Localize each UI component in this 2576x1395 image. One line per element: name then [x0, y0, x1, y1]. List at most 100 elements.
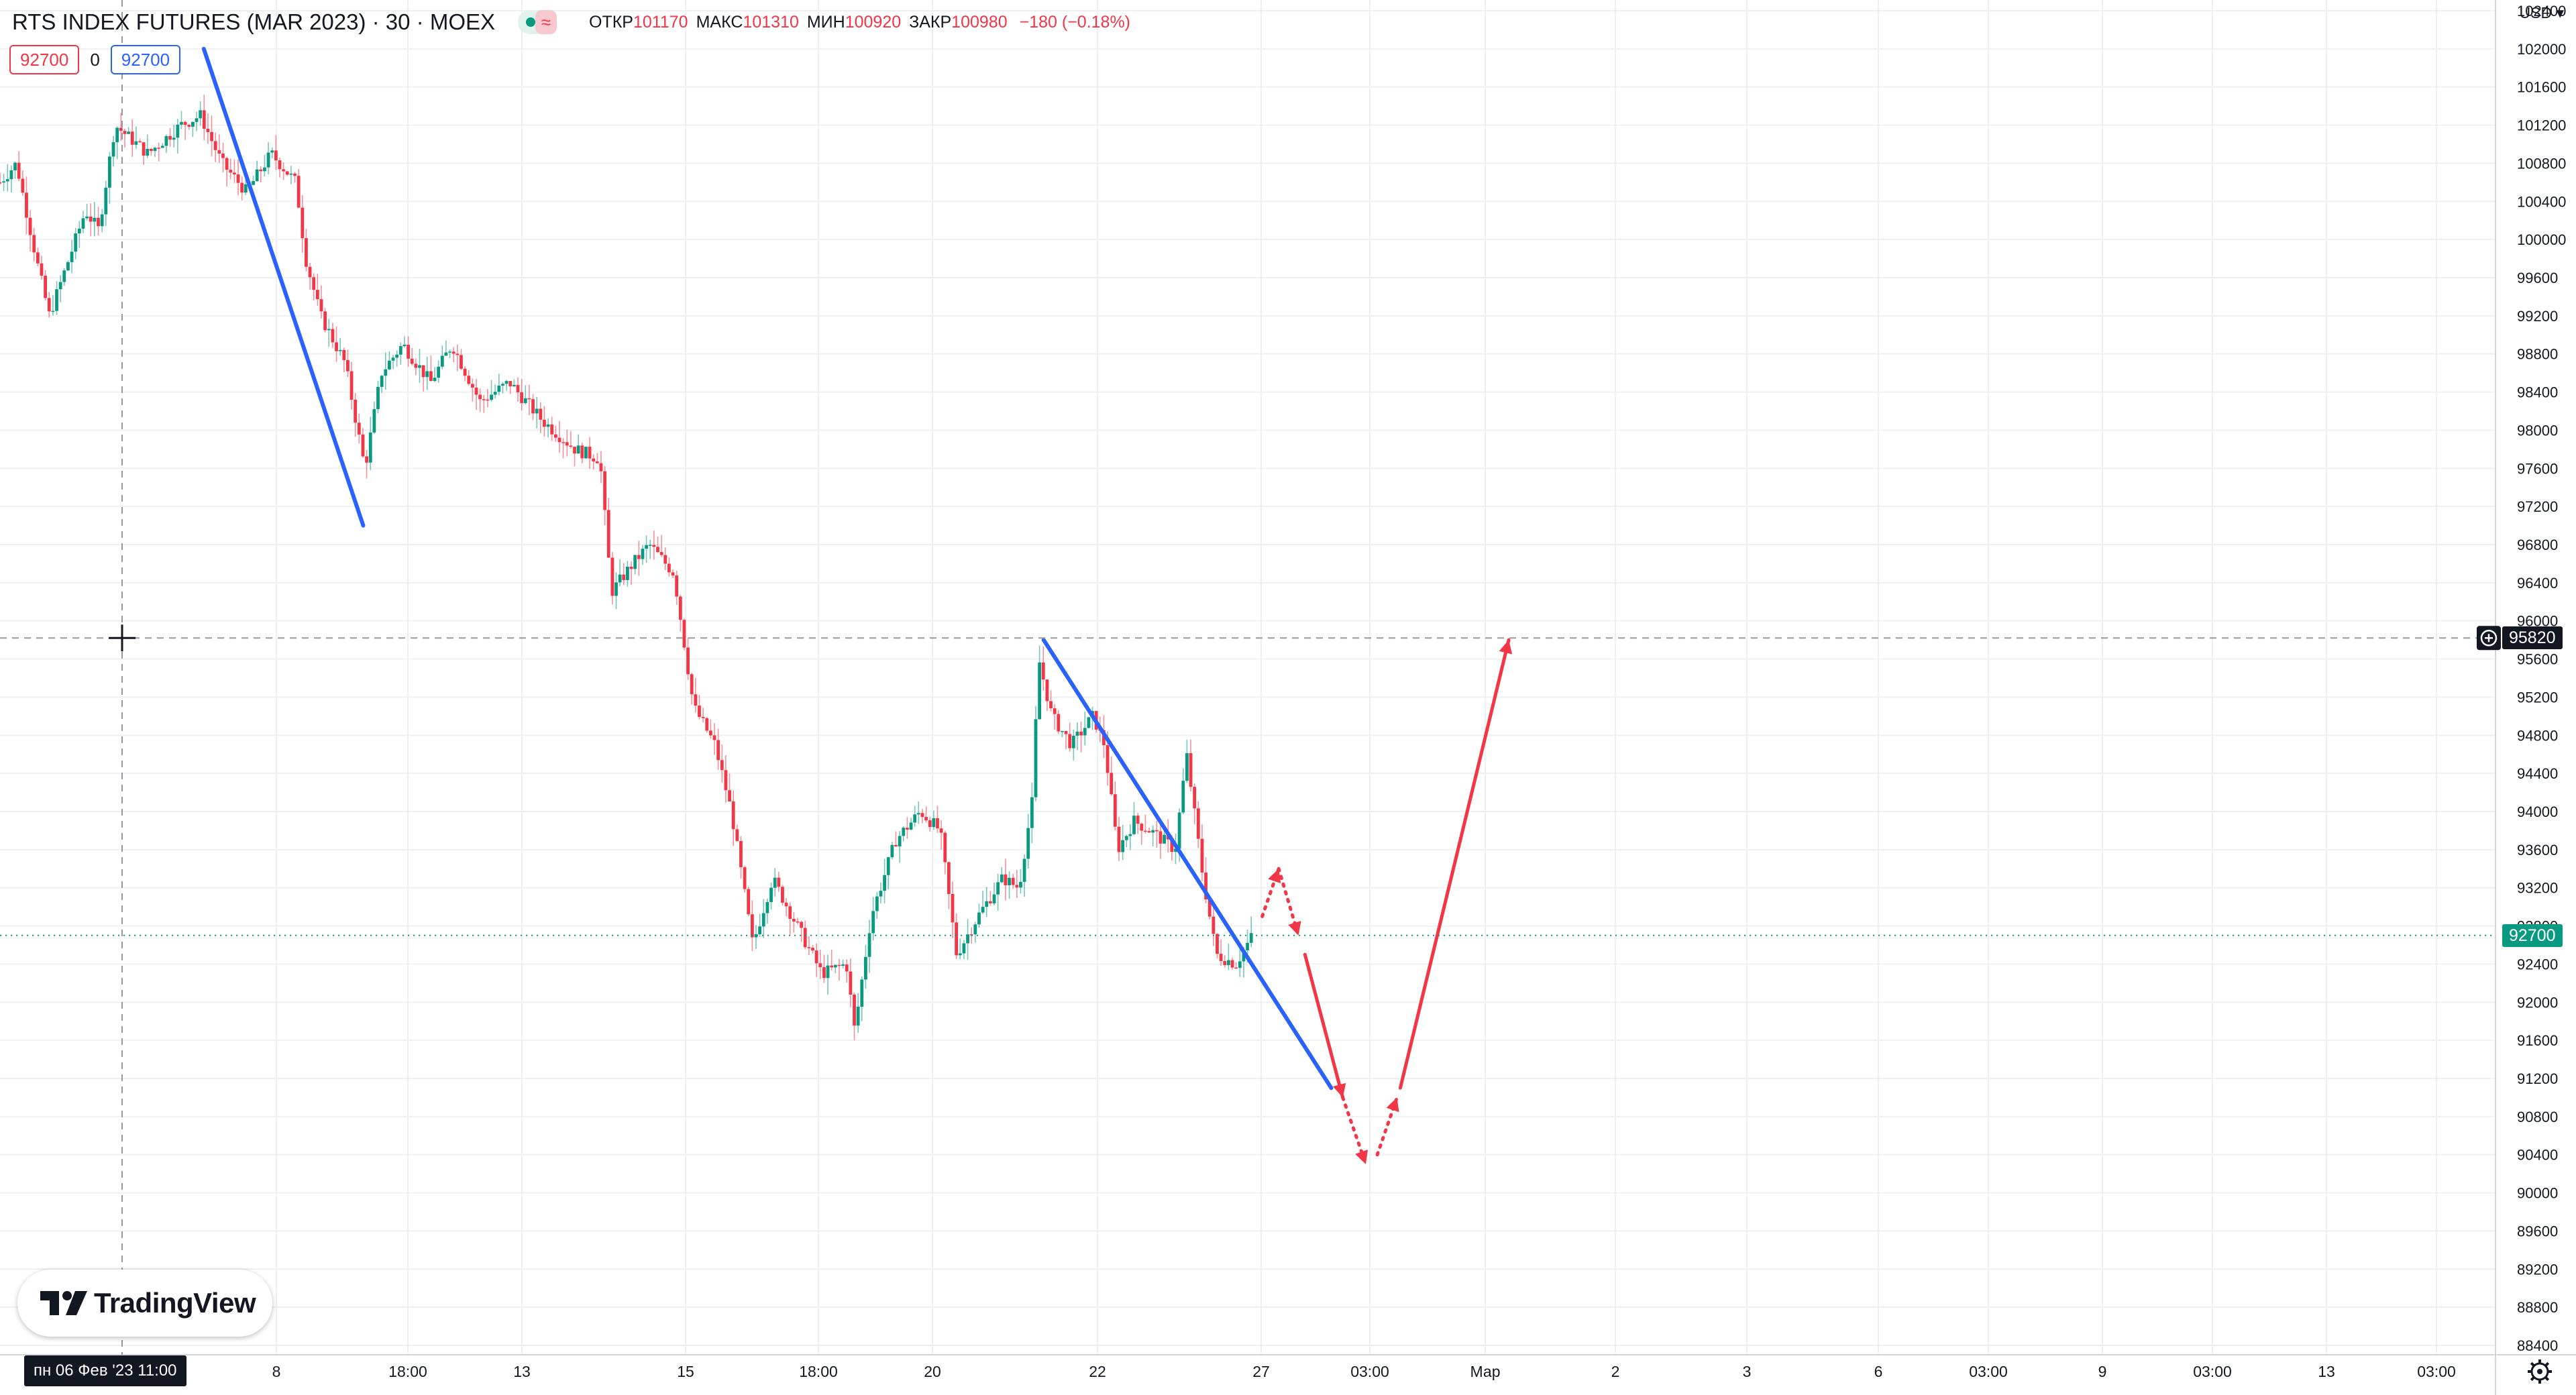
- candle-body: [561, 442, 566, 443]
- candle-body: [160, 146, 164, 148]
- currency-label: USD: [2519, 4, 2553, 21]
- candle-body: [168, 135, 172, 140]
- candle-body: [1212, 916, 1216, 934]
- candle-body: [686, 647, 690, 675]
- candle-body: [962, 943, 966, 954]
- candle-body: [512, 384, 516, 387]
- candle-body: [414, 364, 418, 368]
- candle-body: [319, 299, 323, 312]
- candle-body: [221, 153, 225, 158]
- candle-body: [1234, 967, 1238, 969]
- price-tick-label: 95600: [2517, 651, 2558, 668]
- candle-body: [180, 121, 183, 125]
- candle-body: [463, 368, 467, 376]
- candle-body: [9, 170, 13, 180]
- candle-body: [482, 399, 486, 400]
- candle-body: [837, 964, 841, 966]
- candle-body: [1189, 752, 1193, 787]
- candle-body: [1083, 728, 1087, 736]
- symbol-title[interactable]: RTS INDEX FUTURES (MAR 2023) · 30 · MOEX: [12, 9, 496, 34]
- forecast-arrow[interactable]: [1303, 952, 1345, 1099]
- time-tick-label: 18:00: [799, 1363, 838, 1380]
- candle-body: [229, 170, 233, 173]
- candle-body: [996, 882, 1000, 895]
- buy-button[interactable]: 92700: [110, 45, 181, 74]
- trade-buttons: 92700 0 92700: [9, 44, 181, 75]
- candle-body: [1204, 873, 1208, 899]
- candle-body: [546, 424, 550, 427]
- candle-body: [909, 822, 913, 830]
- price-tick-label: 101200: [2517, 117, 2566, 134]
- candle-body: [916, 813, 920, 815]
- candle-body: [1087, 717, 1091, 728]
- candle-body: [293, 173, 297, 176]
- candle-body: [675, 575, 679, 597]
- candle-body: [119, 127, 123, 131]
- open-label: ОТКР: [589, 12, 633, 32]
- gear-icon: [2544, 1376, 2550, 1382]
- gear-icon: [2530, 1361, 2535, 1367]
- candle-body: [1155, 830, 1159, 832]
- candle-body: [176, 124, 180, 138]
- candle-body: [1113, 794, 1117, 827]
- candle-body: [1075, 731, 1079, 736]
- candle-body: [40, 263, 44, 276]
- plus-circle-icon[interactable]: [2480, 630, 2498, 647]
- currency-selector[interactable]: USD ▾: [2520, 4, 2565, 22]
- candle-body: [478, 394, 482, 400]
- visibility-toggle-icon[interactable]: ≈: [518, 10, 557, 34]
- candle-body: [327, 329, 331, 331]
- candle-body: [1163, 834, 1166, 844]
- tradingview-logo[interactable]: TradingView: [17, 1270, 272, 1337]
- candle-body: [115, 127, 119, 143]
- price-tick-label: 96800: [2517, 537, 2558, 553]
- candle-body: [845, 964, 849, 972]
- arrow-head: [1386, 1097, 1399, 1113]
- candle-body: [153, 148, 157, 152]
- candle-body: [451, 351, 455, 354]
- candle-body: [270, 150, 274, 153]
- candle-body: [682, 620, 686, 648]
- candle-body: [814, 950, 818, 964]
- trendline[interactable]: [1041, 638, 1334, 1091]
- candle-body: [1208, 899, 1212, 917]
- candle-body: [274, 150, 278, 161]
- candle-body: [376, 386, 380, 410]
- candle-body: [652, 545, 656, 547]
- wave-icon[interactable]: ≈: [535, 10, 557, 34]
- candle-body: [361, 434, 365, 457]
- candle-body: [743, 867, 747, 889]
- open-value: 101170: [633, 12, 688, 32]
- candle-body: [894, 844, 898, 847]
- candle-body: [592, 458, 596, 461]
- candle-body: [1249, 933, 1253, 943]
- price-tick-label: 102000: [2517, 41, 2566, 58]
- candle-body: [875, 896, 879, 911]
- candle-body: [1026, 828, 1030, 859]
- high-label: МАКС: [696, 12, 743, 32]
- candle-body: [44, 276, 48, 298]
- trendline[interactable]: [201, 46, 366, 528]
- price-tick-label: 97600: [2517, 460, 2558, 477]
- candle-body: [633, 555, 637, 569]
- candle-body: [853, 995, 856, 1026]
- price-tick-label: 92000: [2517, 994, 2558, 1011]
- candle-body: [648, 545, 652, 546]
- forecast-arrow[interactable]: [1398, 638, 1511, 1090]
- sell-button[interactable]: 92700: [9, 45, 80, 74]
- candle-body: [285, 171, 289, 175]
- candle-body: [97, 217, 100, 227]
- candle-body: [1102, 730, 1106, 746]
- arrow-head: [1332, 1082, 1346, 1098]
- candle-body: [856, 1007, 860, 1026]
- candle-body: [1246, 942, 1249, 951]
- candle-body: [902, 828, 906, 836]
- candle-body: [497, 385, 501, 392]
- candle-body: [474, 387, 478, 395]
- candle-body: [735, 829, 739, 841]
- candle-body: [1174, 848, 1177, 852]
- candle-body: [195, 118, 199, 122]
- arrow-head: [1268, 869, 1281, 884]
